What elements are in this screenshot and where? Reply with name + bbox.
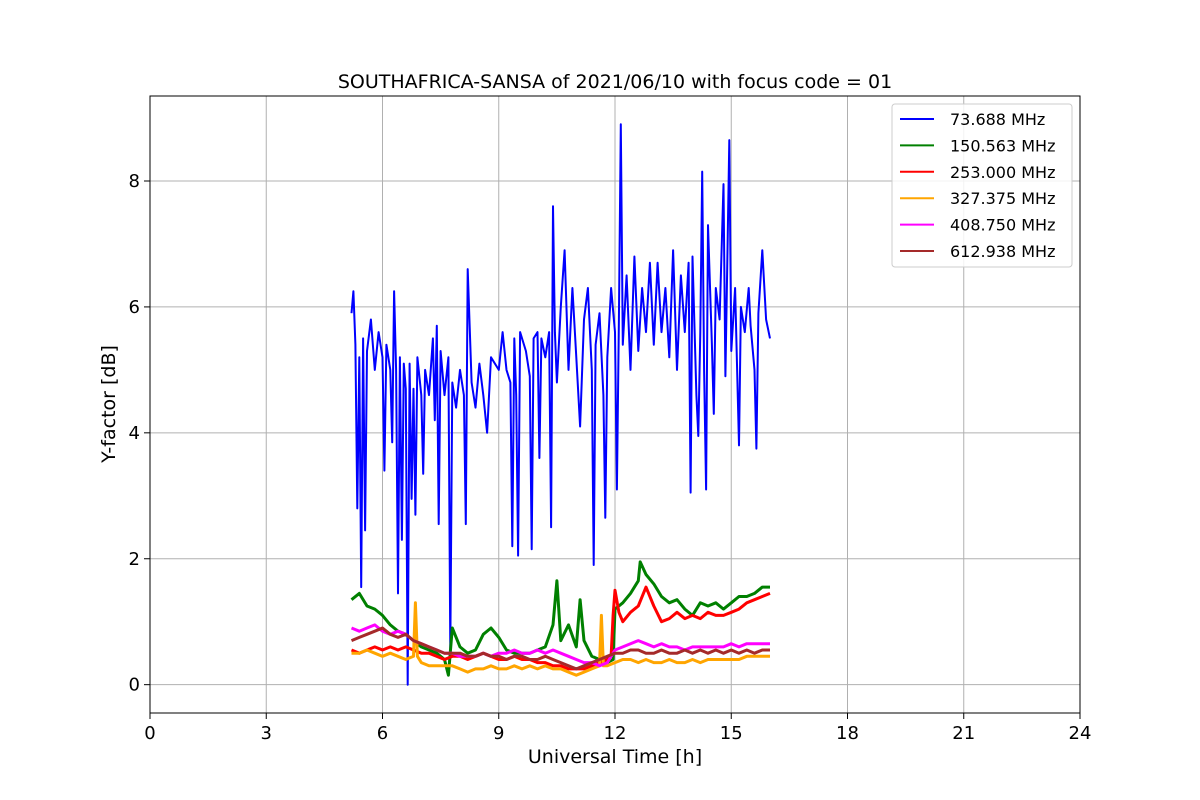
y-tick-label: 0 — [129, 675, 140, 696]
y-tick-label: 8 — [129, 171, 140, 192]
x-tick-label: 12 — [604, 723, 627, 744]
y-tick-label: 4 — [129, 423, 140, 444]
legend-label: 253.000 MHz — [950, 163, 1055, 182]
series-line-3 — [351, 601, 770, 677]
series-line-5 — [350, 626, 770, 671]
legend-label: 73.688 MHz — [950, 110, 1045, 129]
y-tick-label: 2 — [129, 549, 140, 570]
series-line-1 — [350, 560, 770, 677]
x-tick-label: 6 — [377, 723, 388, 744]
x-axis: 0 3 6 9 12 15 18 21 24 — [144, 713, 1091, 744]
legend-label: 327.375 MHz — [950, 189, 1055, 208]
legend-box — [891, 103, 1073, 268]
legend-label: 150.563 MHz — [950, 136, 1055, 155]
x-tick-label: 18 — [836, 723, 859, 744]
x-tick-label: 21 — [952, 723, 975, 744]
plot-area — [350, 123, 771, 686]
x-axis-label: Universal Time [h] — [528, 746, 702, 768]
y-tick-label: 6 — [129, 297, 140, 318]
x-tick-label: 3 — [261, 723, 272, 744]
y-axis: 0 2 4 6 8 — [129, 171, 150, 696]
chart-title: SOUTHAFRICA-SANSA of 2021/06/10 with foc… — [338, 71, 892, 93]
x-tick-label: 9 — [493, 723, 504, 744]
legend: 73.688 MHz 150.563 MHz 253.000 MHz 327.375 … — [891, 103, 1073, 268]
legend-label: 612.938 MHz — [950, 242, 1055, 261]
x-tick-label: 0 — [144, 723, 155, 744]
legend-label: 408.750 MHz — [950, 216, 1055, 235]
y-axis-label: Y-factor [dB] — [98, 345, 120, 464]
x-tick-label: 24 — [1069, 723, 1092, 744]
x-tick-label: 15 — [720, 723, 743, 744]
